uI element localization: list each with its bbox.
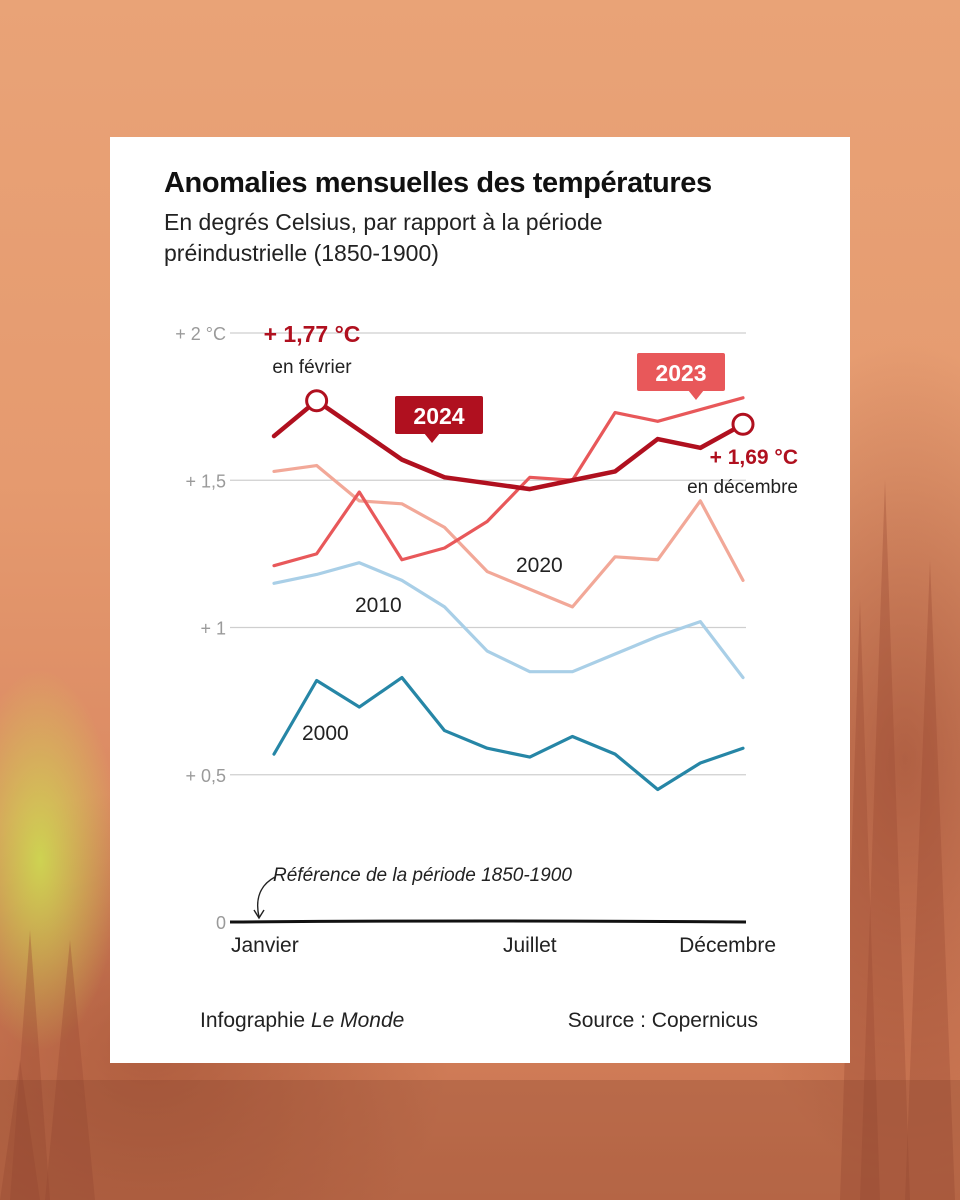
x-axis-ticks: Janvier Juillet Décembre [231, 934, 776, 957]
x-tick-label: Juillet [503, 934, 557, 957]
chart-subtitle: En degrés Celsius, par rapport à la péri… [164, 209, 603, 266]
badge-2023-label: 2023 [655, 360, 706, 386]
series-label-2020: 2020 [516, 554, 563, 577]
x-tick-label: Janvier [231, 934, 299, 957]
y-tick-label: 0 [216, 913, 226, 933]
series-lines [271, 396, 746, 792]
series-line-2024 [271, 398, 746, 492]
credit-publication: Le Monde [310, 1009, 405, 1032]
series-line-2000 [272, 675, 745, 792]
badge-2024-label: 2024 [413, 403, 464, 429]
chart-title: Anomalies mensuelles des températures [164, 167, 712, 199]
x-tick-label: Décembre [679, 934, 776, 957]
baseline-line [229, 919, 747, 924]
y-tick-label: + 0,5 [185, 766, 226, 786]
badge-2023-box [637, 353, 725, 391]
badge-2023: 2023 [637, 353, 725, 400]
credit-prefix: Infographie [200, 1009, 306, 1032]
peak-value-annotation: + 1,77 °C [264, 321, 361, 347]
end-date-annotation: en décembre [687, 477, 798, 498]
badge-2023-pointer [688, 390, 704, 400]
highlight-markers [305, 389, 755, 436]
y-axis-ticks: 0 + 0,5 + 1 + 1,5 + 2 °C [175, 324, 226, 933]
y-tick-label: + 2 °C [175, 324, 226, 344]
series-label-2010: 2010 [355, 594, 402, 617]
end-value-annotation: + 1,69 °C [710, 446, 798, 469]
line-chart: 0 + 0,5 + 1 + 1,5 + 2 °C Référence de la pér… [175, 321, 798, 957]
infographic-card: Anomalies mensuelles des températures En… [110, 137, 850, 1063]
grid-lines [229, 332, 747, 924]
series-line-2010 [272, 561, 745, 680]
series-label-2000: 2000 [302, 722, 349, 745]
badge-2024-pointer [424, 433, 440, 443]
badge-2024-box [395, 396, 483, 434]
y-tick-label: + 1 [200, 619, 226, 639]
data-source: Source : Copernicus [567, 1009, 758, 1032]
badge-2024: 2024 [395, 396, 483, 443]
reference-arrow-icon [257, 876, 276, 918]
arrowhead-icon [253, 909, 265, 920]
series-line-2023 [272, 396, 745, 568]
highlight-marker-icon [305, 389, 329, 413]
graphic-credit: Infographie Le Monde [200, 1009, 404, 1033]
series-line-2020 [272, 463, 745, 609]
peak-date-annotation: en février [272, 357, 352, 378]
y-tick-label: + 1,5 [185, 471, 226, 491]
baseline-annotation: Référence de la période 1850-1900 [273, 865, 572, 886]
highlight-marker-icon [731, 412, 755, 436]
